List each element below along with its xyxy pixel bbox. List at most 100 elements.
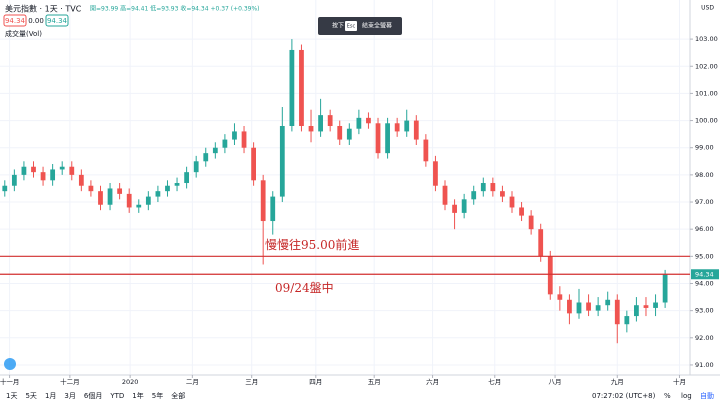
candle-body bbox=[88, 185, 94, 192]
candle-body bbox=[50, 169, 56, 181]
x-tick-label: 六月 bbox=[426, 377, 439, 386]
candle-body bbox=[212, 147, 218, 154]
y-tick-label: 103.00 bbox=[695, 35, 718, 43]
notice-box bbox=[318, 17, 402, 35]
x-tick-label: 2020 bbox=[122, 378, 139, 386]
notice-press: 按下 bbox=[332, 22, 344, 30]
candle-body bbox=[394, 123, 400, 132]
candle-body bbox=[595, 305, 601, 311]
candle-body bbox=[433, 161, 438, 186]
y-tick-label: 96.00 bbox=[695, 225, 714, 233]
range-button[interactable]: 6個月 bbox=[84, 391, 102, 400]
last-price-label: 94.34 bbox=[695, 270, 714, 278]
candle-body bbox=[251, 147, 256, 181]
candle-body bbox=[346, 128, 352, 140]
sell-box[interactable] bbox=[3, 14, 27, 27]
y-tick-label: 102.00 bbox=[695, 62, 718, 70]
candle-body bbox=[145, 196, 151, 205]
x-tick-label: 七月 bbox=[488, 377, 501, 386]
candle-body bbox=[356, 117, 362, 129]
candle-body bbox=[40, 172, 46, 181]
candle-body bbox=[586, 302, 591, 311]
candle-body bbox=[624, 316, 630, 325]
y-tick-label: 95.00 bbox=[695, 252, 714, 260]
candle-body bbox=[155, 191, 161, 197]
buy-box[interactable] bbox=[45, 14, 69, 27]
candle-body bbox=[289, 49, 295, 126]
candle-body bbox=[538, 229, 544, 257]
option-button[interactable]: % bbox=[664, 392, 671, 400]
candle-body bbox=[442, 185, 448, 205]
x-tick-label: 八月 bbox=[549, 378, 562, 386]
candle-body bbox=[232, 131, 237, 140]
range-button[interactable]: 5年 bbox=[152, 391, 163, 400]
range-button[interactable]: 5天 bbox=[25, 392, 36, 400]
y-tick-label: 91.00 bbox=[695, 361, 714, 369]
candle-body bbox=[375, 123, 381, 154]
annotation: 09/24盤中 bbox=[275, 280, 334, 295]
x-tick-label: 十二月 bbox=[60, 377, 80, 386]
candle-body bbox=[385, 123, 390, 154]
candle-body bbox=[413, 120, 419, 140]
candle-body bbox=[500, 191, 505, 197]
candle-body bbox=[567, 299, 572, 314]
range-button[interactable]: 1月 bbox=[45, 392, 56, 400]
candle-body bbox=[203, 153, 209, 162]
candle-body bbox=[634, 305, 639, 317]
candle-body bbox=[98, 191, 103, 205]
candle-body bbox=[423, 139, 429, 162]
y-tick-label: 101.00 bbox=[695, 89, 718, 97]
candle-body bbox=[452, 204, 457, 213]
x-tick-label: 四月 bbox=[309, 378, 322, 386]
candle-body bbox=[174, 183, 180, 186]
candle-body bbox=[318, 115, 323, 132]
range-button[interactable]: 1天 bbox=[6, 392, 17, 400]
annotation: 慢慢往95.00前進 bbox=[265, 237, 359, 252]
candle-body bbox=[557, 294, 563, 300]
candle-body bbox=[337, 125, 343, 140]
candle-body bbox=[222, 139, 228, 148]
x-tick-label: 十一月 bbox=[0, 377, 19, 386]
y-tick-label: 99.00 bbox=[695, 144, 714, 152]
candle-body bbox=[547, 256, 553, 295]
candle-body bbox=[107, 188, 113, 205]
candle-body bbox=[519, 207, 524, 216]
candle-body bbox=[136, 204, 142, 208]
currency: USD bbox=[701, 5, 714, 12]
y-tick-label: 100.00 bbox=[695, 117, 718, 125]
buy[interactable]: 94.34 bbox=[47, 17, 68, 25]
candle-body bbox=[605, 299, 611, 306]
candle-body bbox=[279, 125, 285, 197]
candle-body bbox=[78, 174, 84, 186]
candle-body bbox=[490, 183, 496, 192]
candle-body bbox=[480, 183, 486, 192]
notice-action: 結束全螢幕 bbox=[362, 22, 392, 30]
candle-body bbox=[366, 117, 371, 124]
candle-body bbox=[662, 274, 668, 303]
candle-body bbox=[2, 185, 8, 192]
sell[interactable]: 94.34 bbox=[5, 17, 26, 25]
option-button[interactable]: 自動 bbox=[700, 391, 714, 400]
candle-body bbox=[576, 302, 582, 314]
candle-body bbox=[270, 196, 276, 222]
logo[interactable] bbox=[4, 358, 16, 370]
range-button[interactable]: YTD bbox=[109, 392, 124, 400]
range-button[interactable]: 全部 bbox=[171, 391, 185, 400]
option-button[interactable]: log bbox=[681, 392, 692, 400]
range-button[interactable]: 3月 bbox=[64, 392, 75, 400]
candle-body bbox=[653, 302, 658, 308]
notice-key: Esc bbox=[347, 24, 356, 30]
range-button[interactable]: 1年 bbox=[132, 391, 143, 400]
candle-body bbox=[11, 174, 17, 186]
ohlc: 開=93.99 高=94.41 低=93.93 收=94.34 +0.37 (+… bbox=[90, 5, 260, 13]
candle-body bbox=[126, 193, 132, 208]
grid bbox=[0, 0, 690, 375]
x-tick-label: 三月 bbox=[245, 378, 258, 386]
candle-body bbox=[117, 188, 123, 194]
candle-body bbox=[69, 166, 75, 175]
candle-body bbox=[614, 299, 620, 325]
spread: 0.00 bbox=[28, 17, 44, 25]
candle-body bbox=[528, 215, 534, 230]
candle-body bbox=[643, 305, 649, 308]
